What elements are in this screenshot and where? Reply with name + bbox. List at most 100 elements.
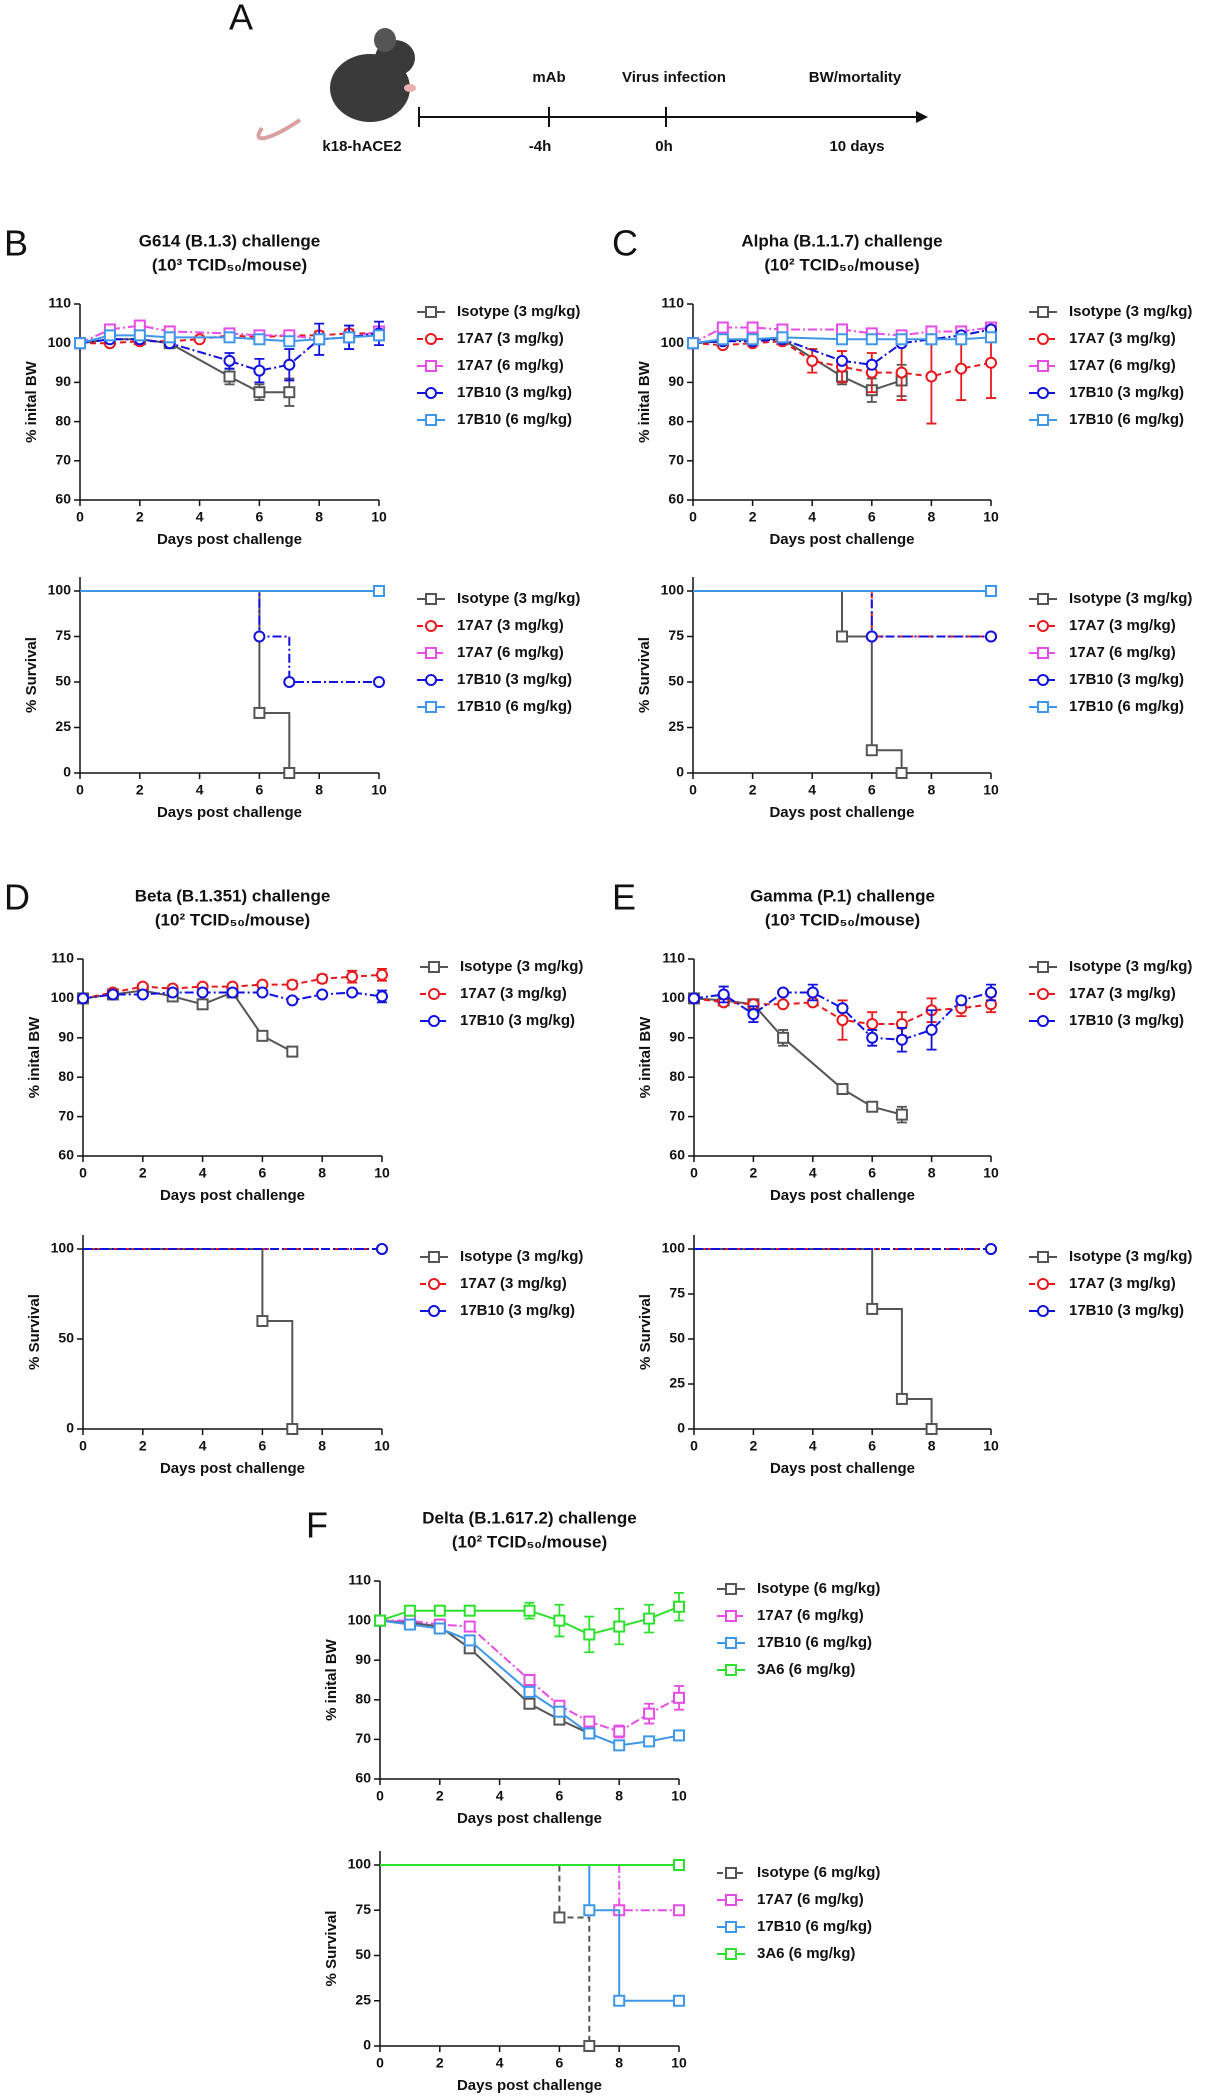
marker — [523, 1685, 536, 1698]
chart-title: Gamma (P.1) challenge — [750, 886, 935, 905]
x-tick-label: 10 — [671, 1788, 687, 1804]
legend-label: 17A7 (3 mg/kg) — [1069, 985, 1176, 1002]
event-label: Virus infection — [622, 69, 726, 86]
marker — [373, 676, 385, 688]
x-tick-label: 6 — [256, 782, 264, 798]
y-tick-label: 100 — [48, 582, 72, 598]
y-tick-label: 50 — [55, 673, 71, 689]
survival-step — [693, 590, 991, 638]
legend-marker — [1037, 333, 1049, 345]
y-axis-label: % inital BW — [637, 1016, 654, 1099]
mouse-icon — [256, 28, 416, 141]
series-line — [379, 1605, 680, 1636]
x-tick-label: 2 — [749, 509, 757, 525]
marker — [253, 706, 266, 719]
y-tick-label: 80 — [58, 1068, 74, 1084]
y-axis-label: % inital BW — [636, 360, 653, 443]
marker — [777, 998, 790, 1011]
panel-label: F — [306, 1505, 328, 1546]
event-label: BW/mortality — [809, 69, 902, 86]
legend-marker — [1037, 620, 1049, 632]
marker — [286, 1423, 299, 1435]
legend-marker — [725, 1921, 737, 1933]
marker — [253, 386, 266, 399]
marker — [256, 986, 269, 999]
legend-marker — [1037, 647, 1049, 659]
marker — [955, 994, 968, 1007]
marker — [746, 333, 759, 346]
y-tick-label: 80 — [55, 412, 71, 428]
marker — [193, 333, 206, 346]
y-tick-label: 50 — [669, 1330, 685, 1346]
legend-label: 3A6 (6 mg/kg) — [757, 1661, 855, 1678]
x-tick-label: 2 — [136, 509, 144, 525]
marker — [253, 630, 266, 643]
y-axis-label: % inital BW — [26, 1016, 43, 1099]
legend-marker — [428, 1305, 440, 1317]
x-tick-label: 10 — [371, 509, 387, 525]
event-time: 10 days — [829, 138, 884, 155]
marker — [376, 990, 388, 1003]
marker — [583, 2040, 596, 2052]
legend-label: Isotype (3 mg/kg) — [457, 303, 580, 320]
y-axis-label: % Survival — [636, 637, 653, 713]
marker — [673, 1859, 685, 1871]
y-tick-label: 80 — [355, 1691, 371, 1707]
legend-marker — [425, 701, 437, 713]
marker — [836, 323, 848, 336]
legend-marker — [1037, 593, 1049, 605]
x-tick-label: 2 — [436, 1788, 444, 1804]
legend-marker — [1037, 1278, 1049, 1290]
survival-step — [380, 1864, 679, 1912]
marker — [283, 386, 296, 399]
event-time: 0h — [655, 138, 673, 155]
x-tick-label: 4 — [196, 509, 204, 525]
x-tick-label: 2 — [139, 1165, 147, 1181]
y-tick-label: 100 — [661, 582, 685, 598]
legend-label: Isotype (6 mg/kg) — [757, 1580, 880, 1597]
x-tick-label: 4 — [496, 2055, 504, 2071]
x-tick-label: 4 — [496, 1788, 504, 1804]
legend-label: Isotype (6 mg/kg) — [757, 1864, 880, 1881]
marker — [133, 329, 146, 342]
x-tick-label: 10 — [374, 1165, 390, 1181]
marker — [985, 331, 997, 344]
marker — [746, 321, 759, 334]
y-tick-label: 60 — [55, 491, 71, 507]
y-tick-label: 80 — [669, 1068, 685, 1084]
y-tick-label: 75 — [55, 627, 71, 643]
y-tick-label: 50 — [58, 1330, 74, 1346]
y-axis-label: % inital BW — [23, 360, 40, 443]
legend-label: 3A6 (6 mg/kg) — [757, 1945, 855, 1962]
x-tick-label: 0 — [690, 1165, 698, 1181]
legend-label: 17B10 (3 mg/kg) — [1069, 671, 1184, 688]
series-line — [379, 1619, 680, 1747]
marker — [77, 992, 89, 1005]
survival-step — [80, 590, 291, 773]
panel-label: B — [4, 223, 28, 264]
marker — [865, 744, 878, 757]
marker — [777, 986, 790, 999]
series-line — [693, 997, 903, 1116]
marker — [166, 986, 179, 999]
marker — [643, 1707, 656, 1720]
marker — [673, 1691, 685, 1704]
y-tick-label: 90 — [355, 1651, 371, 1667]
x-tick-label: 10 — [983, 782, 999, 798]
marker — [463, 1620, 476, 1633]
legend-marker — [725, 1867, 737, 1879]
marker — [613, 1620, 626, 1633]
survival-step — [80, 590, 379, 683]
legend-label: 17B10 (3 mg/kg) — [1069, 1302, 1184, 1319]
event-time: -4h — [529, 138, 552, 155]
marker — [836, 333, 848, 346]
marker — [895, 1108, 908, 1121]
marker — [955, 333, 968, 346]
marker — [866, 1100, 879, 1113]
marker — [286, 994, 299, 1007]
marker — [776, 331, 789, 344]
y-tick-label: 75 — [355, 1901, 371, 1917]
legend-label: 17B10 (3 mg/kg) — [1069, 384, 1184, 401]
marker — [673, 1904, 685, 1917]
chart-subtitle: (10³ TCID₅₀/mouse) — [152, 255, 307, 274]
